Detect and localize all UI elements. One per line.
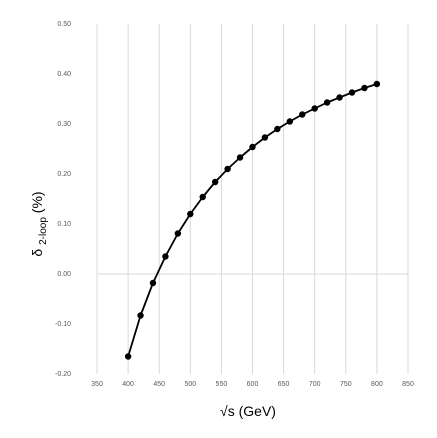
data-point bbox=[336, 94, 343, 101]
x-tick-label: 650 bbox=[278, 381, 290, 388]
x-tick-label: 600 bbox=[247, 381, 259, 388]
y-tick-label: -0.20 bbox=[55, 371, 71, 378]
y-tick-label: -0.10 bbox=[55, 321, 71, 328]
y-tick-label: 0.20 bbox=[57, 171, 71, 178]
data-point bbox=[174, 230, 182, 237]
data-point bbox=[137, 312, 144, 319]
x-tick-label: 450 bbox=[153, 381, 165, 388]
y-axis-title: δ 2-loop (%) bbox=[29, 191, 49, 256]
data-point bbox=[299, 111, 306, 118]
y-tick-label: 0.10 bbox=[57, 221, 71, 228]
series-layer bbox=[124, 80, 381, 360]
x-tick-label: 700 bbox=[309, 381, 321, 388]
data-point bbox=[323, 99, 331, 106]
y-tick-label: 0.30 bbox=[57, 121, 71, 128]
data-point bbox=[199, 193, 206, 201]
data-point bbox=[236, 154, 244, 161]
x-tick-label: 800 bbox=[371, 381, 383, 388]
y-axis-title-suffix: (%) bbox=[29, 191, 45, 213]
x-tick-label: 550 bbox=[216, 381, 228, 388]
y-tick-label: 0.50 bbox=[57, 21, 71, 28]
tick-layer: 350 400 450 500 550 600 650 700 750 800 850 -0.20 -0… bbox=[55, 21, 414, 388]
x-tick-label: 350 bbox=[91, 381, 103, 388]
x-tick-label: 500 bbox=[184, 381, 196, 388]
data-point bbox=[311, 105, 318, 112]
data-point bbox=[249, 143, 256, 151]
data-point bbox=[162, 253, 169, 260]
x-tick-label: 400 bbox=[122, 381, 134, 388]
y-tick-label: 0.40 bbox=[57, 71, 71, 78]
y-axis-title-main: δ bbox=[29, 249, 45, 257]
data-point bbox=[286, 118, 294, 125]
data-point bbox=[149, 279, 157, 287]
x-tick-label: 850 bbox=[402, 381, 414, 388]
data-point bbox=[274, 125, 281, 133]
data-point bbox=[124, 353, 132, 360]
y-tick-label: 0.00 bbox=[57, 271, 71, 278]
data-point bbox=[224, 165, 231, 173]
grid-layer bbox=[96, 24, 409, 374]
data-point bbox=[187, 210, 194, 218]
x-tick-label: 750 bbox=[340, 381, 352, 388]
y-axis-title-subscript: 2-loop bbox=[38, 217, 49, 245]
data-point bbox=[373, 80, 381, 88]
x-axis-title: √s (GeV) bbox=[220, 403, 276, 419]
data-point bbox=[261, 134, 269, 141]
data-point bbox=[361, 84, 368, 92]
data-point bbox=[348, 89, 356, 96]
data-point bbox=[211, 178, 219, 186]
